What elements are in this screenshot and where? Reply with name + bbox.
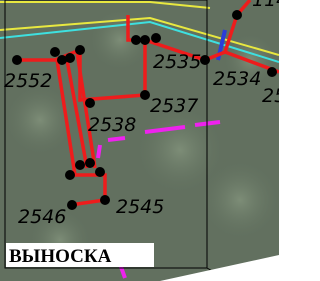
map: ВЫНОСКА 114 2552 2535 2534 25 2537 2538 … xyxy=(0,0,279,281)
parcel-label: 2534 xyxy=(213,68,261,90)
parcel-label: 2537 xyxy=(150,95,198,117)
parcel-label: 2535 xyxy=(153,51,201,73)
parcel-label: 2545 xyxy=(116,196,164,218)
parcel-label: 2552 xyxy=(4,70,52,92)
parcel-label: 2538 xyxy=(88,114,136,136)
parcel-label: 2546 xyxy=(18,206,66,228)
callout-text: ВЫНОСКА xyxy=(9,246,112,267)
parcel-label: 25 xyxy=(262,85,279,107)
parcel-label: 114 xyxy=(252,0,279,11)
